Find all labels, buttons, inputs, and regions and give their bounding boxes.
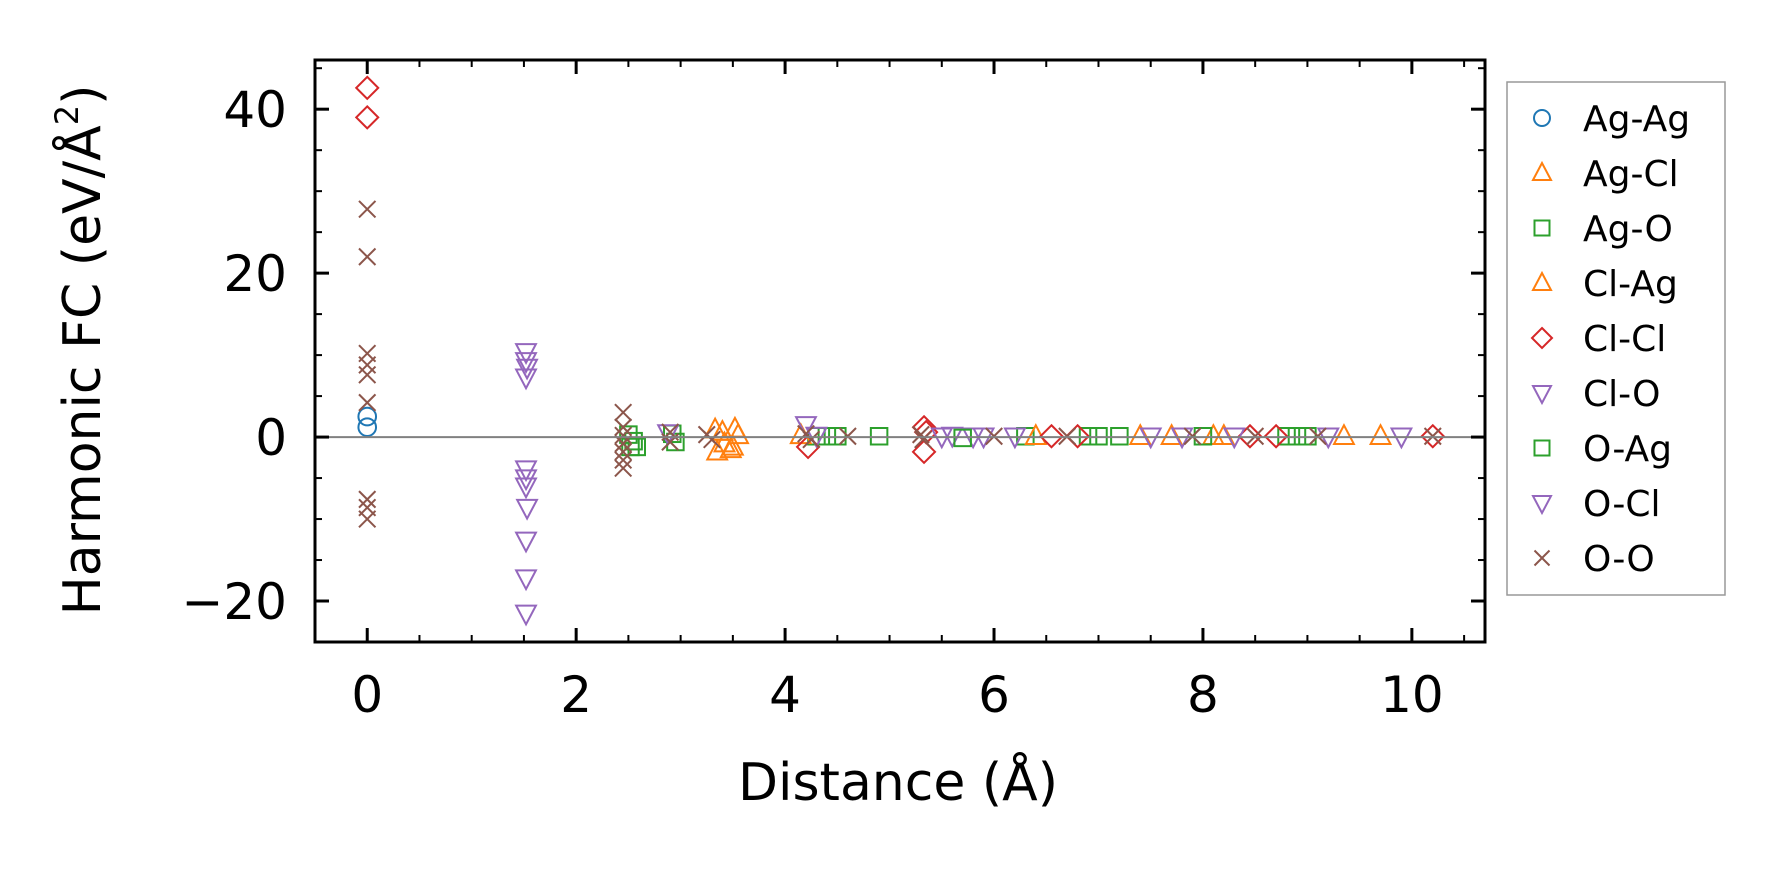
legend-marker: [1533, 549, 1551, 567]
data-point: [1039, 423, 1064, 449]
data-point: [1368, 423, 1393, 445]
legend-item: Cl-Ag: [1531, 264, 1678, 305]
legend-marker: [1533, 109, 1551, 127]
legend-marker: [1530, 326, 1554, 350]
axes-frame: [313, 58, 1487, 644]
legend-label: Cl-Cl: [1583, 319, 1666, 360]
x-tick-label: 0: [351, 666, 383, 724]
y-axis-label-main: Harmonic FC (eV/Å: [51, 125, 113, 616]
x-tick-label: 2: [560, 666, 592, 724]
data-point: [705, 438, 729, 461]
legend-item: O-O: [1533, 539, 1655, 580]
legend-label: Ag-Ag: [1583, 99, 1690, 140]
data-point: [1263, 423, 1289, 449]
data-point: [719, 436, 743, 459]
data-point: [1160, 423, 1184, 445]
data-point: [514, 352, 538, 374]
data-point: [703, 430, 721, 449]
y-axis-label: Harmonic FC (eV/Å2): [48, 85, 113, 616]
data-point: [354, 75, 380, 101]
data-point: [358, 365, 377, 384]
data-point: [914, 430, 932, 449]
legend-marker: [1533, 439, 1551, 457]
data-point: [514, 604, 538, 627]
x-axis-label: Distance (Å): [738, 751, 1058, 813]
data-point: [911, 439, 937, 465]
data-point: [514, 469, 538, 492]
x-tick-label: 10: [1380, 666, 1444, 724]
series-cl-cl: [354, 75, 1446, 465]
y-tick-label: 0: [255, 409, 287, 467]
series-cl-o: [514, 343, 1246, 627]
data-point: [621, 437, 640, 457]
y-axis-label-close: ): [53, 85, 113, 105]
legend-label: Cl-O: [1583, 374, 1660, 415]
legend-item: Ag-Cl: [1531, 154, 1679, 195]
data-point: [614, 418, 633, 437]
y-axis-label-superscript: 2: [48, 105, 86, 125]
legend-item: Cl-O: [1531, 374, 1660, 415]
tick-labels: 0 2 4 6 8 10 −20 0 20 40: [181, 81, 1443, 724]
data-point: [911, 425, 930, 444]
legend-marker: [1531, 495, 1553, 516]
legend-marker: [1531, 160, 1553, 181]
data-point: [358, 247, 377, 266]
data-point: [358, 393, 377, 412]
data-point: [614, 451, 633, 469]
legend-label: Ag-Cl: [1583, 154, 1679, 195]
axis-ticks: [314, 60, 1485, 643]
data-point: [358, 200, 377, 219]
legend-item: Ag-Ag: [1533, 99, 1690, 140]
legend-marker: [1531, 270, 1553, 291]
y-tick-label: 40: [223, 81, 287, 139]
data-point: [614, 403, 633, 422]
y-tick-label: 20: [223, 245, 287, 303]
data-point: [515, 498, 539, 521]
data-point: [354, 104, 380, 130]
series-ag-ag: [357, 406, 378, 438]
x-tick-label: 6: [978, 666, 1010, 724]
legend-label: Cl-Ag: [1583, 264, 1678, 305]
data-point: [358, 355, 377, 374]
legend-label: O-Ag: [1583, 429, 1672, 470]
data-point: [358, 510, 377, 528]
data-point: [614, 459, 633, 478]
legend-label: O-O: [1583, 539, 1655, 580]
legend-item: O-Ag: [1533, 429, 1672, 470]
legend-label: Ag-O: [1583, 209, 1673, 250]
data-point: [802, 430, 821, 449]
data-point: [514, 368, 538, 391]
data-point: [514, 477, 538, 500]
series-o-o: [358, 200, 1442, 528]
data-point: [614, 434, 633, 453]
legend-item: O-Cl: [1531, 484, 1660, 525]
data-point: [357, 406, 378, 427]
data-point: [614, 442, 633, 461]
plot-area-marks: [354, 75, 1446, 627]
legend-marker: [1533, 219, 1551, 237]
x-tick-label: 8: [1187, 666, 1219, 724]
data-point: [358, 490, 377, 509]
data-point: [794, 416, 818, 438]
data-point: [1332, 423, 1356, 445]
data-point: [357, 417, 378, 438]
data-point: [514, 569, 538, 592]
data-point: [726, 422, 750, 445]
y-tick-label: −20: [181, 573, 287, 631]
legend-item: Ag-O: [1533, 209, 1673, 250]
legend-label: O-Cl: [1583, 484, 1660, 525]
legend-marker: [1531, 385, 1553, 406]
data-point: [1212, 423, 1236, 445]
legend-item: Cl-Cl: [1530, 319, 1666, 360]
data-point: [1128, 423, 1152, 445]
data-point: [1420, 423, 1446, 449]
data-point: [514, 531, 538, 554]
legend: Ag-Ag Ag-Cl Ag-O Cl-Ag Cl-Cl Cl-O O-Ag O-Cl O-O: [1506, 81, 1726, 596]
data-point: [614, 426, 633, 445]
x-tick-label: 4: [769, 666, 801, 724]
